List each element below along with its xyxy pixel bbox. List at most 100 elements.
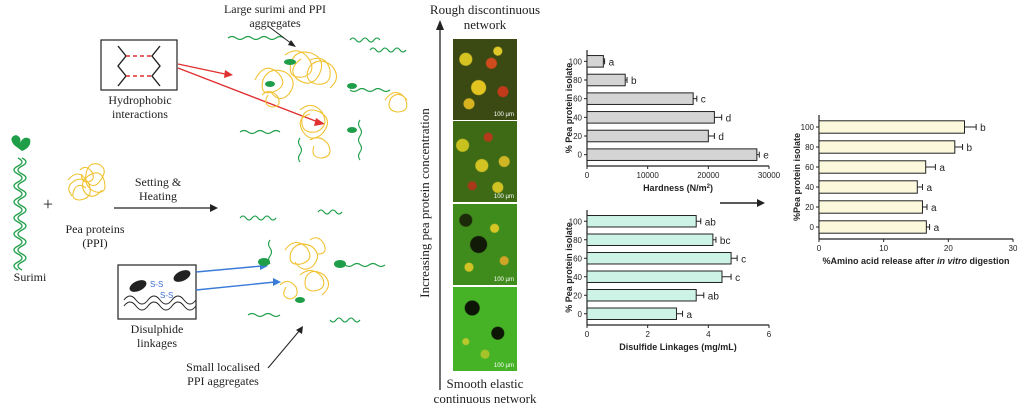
chart2-bar-60: [586, 252, 732, 265]
chart3-bar-80: [818, 140, 956, 154]
chart2-ytick-label-0: 0: [578, 310, 583, 319]
chart1-bar-80: [586, 73, 626, 87]
chart1-letter-0: e: [763, 151, 769, 162]
chart3-letter-100: b: [980, 123, 986, 134]
chart2-xtick-label-4: 4: [706, 330, 711, 339]
chart2-xtick-label-6: 6: [767, 330, 772, 339]
chart3-xtick-label-20: 20: [944, 244, 953, 253]
small-aggregate: [239, 209, 386, 323]
chart2-ytick-label-20: 20: [573, 291, 582, 300]
chart3-letter-40: a: [926, 183, 932, 194]
chart2-ylabel: % Pea protein isolate: [564, 222, 574, 313]
chart3-bar-20: [818, 200, 923, 214]
chart2-letter-80: bc: [720, 236, 731, 247]
chart2-bar-40: [586, 270, 723, 283]
chart3-ytick-label-0: 0: [810, 223, 815, 232]
chart2-letter-100: ab: [705, 217, 717, 228]
chart3-ytick-label-100: 100: [801, 123, 815, 132]
ss-label-2: S-S: [160, 291, 173, 300]
chart2-letter-40: c: [735, 273, 740, 284]
chart1-xtick-label-10000: 10000: [637, 171, 660, 180]
disulphide-label-line1: Disulphide: [130, 322, 184, 336]
chart1-xlabel: Hardness (N/m2): [643, 183, 713, 193]
chart3-ytick-label-60: 60: [805, 163, 814, 172]
small-aggregate-pointer: [267, 329, 301, 369]
chart1-ytick-label-60: 60: [573, 95, 582, 104]
chart3-bar-60: [818, 160, 927, 174]
chart1-letter-20: d: [718, 132, 724, 143]
chart3-letter-0: a: [934, 223, 940, 234]
chart1-bar-0: [586, 148, 758, 161]
chart2-ytick-label-60: 60: [573, 254, 582, 263]
large-aggregate: [227, 35, 408, 163]
chart2-xlabel: Disulfide Linkages (mg/mL): [619, 342, 737, 352]
pea-label-line2: (PPI): [82, 236, 108, 250]
chart3-ytick-label-40: 40: [805, 183, 814, 192]
chart1-xtick-label-0: 0: [585, 171, 590, 180]
chart2-bar-80: [586, 233, 714, 246]
micrograph-panel-1: 100 µm: [452, 38, 518, 121]
chart1-letter-100: a: [609, 57, 615, 68]
scale-bar-1: 100 µm: [493, 112, 514, 118]
process-arrow-head: [210, 204, 218, 212]
chart1-ytick-label-100: 100: [569, 57, 583, 66]
scale-bar-4: 100 µm: [493, 363, 514, 369]
chart3-bar-100: [818, 120, 965, 134]
micrograph-top-label-line1: Rough discontinuous: [429, 2, 541, 17]
chart1-bar-20: [586, 129, 709, 143]
chart2-bar-100: [586, 215, 697, 228]
chart3-letter-80: b: [967, 143, 973, 154]
chart1-letter-40: d: [726, 113, 732, 124]
process-label-line1: Setting &: [134, 175, 182, 189]
chart1-ytick-label-40: 40: [573, 113, 582, 122]
chart1-ytick-label-80: 80: [573, 76, 582, 85]
hydrophobic-label-line1: Hydrophobic: [108, 93, 172, 107]
chart2-xtick-label-0: 0: [585, 330, 590, 339]
chart3-ytick-label-20: 20: [805, 203, 814, 212]
chart1-ytick-label-20: 20: [573, 132, 582, 141]
chart2-ytick-label-80: 80: [573, 236, 582, 245]
chart1-bar-40: [586, 111, 715, 124]
micrograph-top-label-line2: network: [463, 17, 507, 32]
disulphide-arrow-1: [195, 265, 263, 273]
process-label-line2: Heating: [139, 189, 177, 203]
chart2-letter-20: ab: [708, 291, 720, 302]
ss-label-1: S-S: [150, 280, 163, 289]
chart3-xtick-label-30: 30: [1009, 244, 1018, 253]
large-agg-label-line2: aggregates: [249, 16, 301, 30]
micrograph-bottom-label-line2: continuous network: [433, 391, 537, 406]
small-agg-label-line2: PPI aggregates: [187, 374, 259, 388]
micrograph-panel-4: 100 µm: [452, 286, 518, 372]
chart3-ytick-label-80: 80: [805, 143, 814, 152]
pea-label-line1: Pea proteins: [65, 222, 125, 236]
chart3-letter-20: a: [931, 203, 937, 214]
chart3-xtick-label-0: 0: [817, 244, 822, 253]
chart1-ylabel: % Pea protein isolate: [564, 63, 574, 154]
chart3-xlabel: %Amino acid release after in vitro diges…: [822, 256, 1009, 266]
chart3-bar-40: [818, 180, 918, 194]
disulphide-arrow-2: [195, 281, 276, 291]
chart2-xtick-label-2: 2: [645, 330, 650, 339]
chart2-bar-20: [586, 289, 697, 302]
chart3-bar-0: [818, 220, 927, 234]
chart1-xtick-label-30000: 30000: [758, 171, 781, 180]
chart1-letter-80: b: [631, 76, 637, 87]
chart3-xtick-label-10: 10: [879, 244, 888, 253]
hydrophobic-box: [100, 39, 178, 91]
surimi-helix: [13, 157, 27, 271]
chart2-bar-0: [586, 307, 677, 320]
chart2-letter-60: c: [741, 254, 746, 265]
chart2-ytick-label-100: 100: [569, 217, 583, 226]
small-agg-label-line1: Small localised: [186, 360, 260, 374]
chart3-letter-60: a: [939, 163, 945, 174]
micrograph-bottom-label-line1: Smooth elastic: [446, 376, 524, 391]
surimi-head: [11, 135, 31, 151]
surimi-label: Surimi: [13, 270, 47, 284]
hydrophobic-arrow-2: [177, 67, 319, 123]
large-aggregate-pointer: [267, 25, 293, 45]
hydrophobic-arrow-1: [177, 63, 226, 75]
chart3-ylabel: %Pea protein isolate: [792, 133, 802, 221]
chart1-xtick-label-20000: 20000: [697, 171, 720, 180]
